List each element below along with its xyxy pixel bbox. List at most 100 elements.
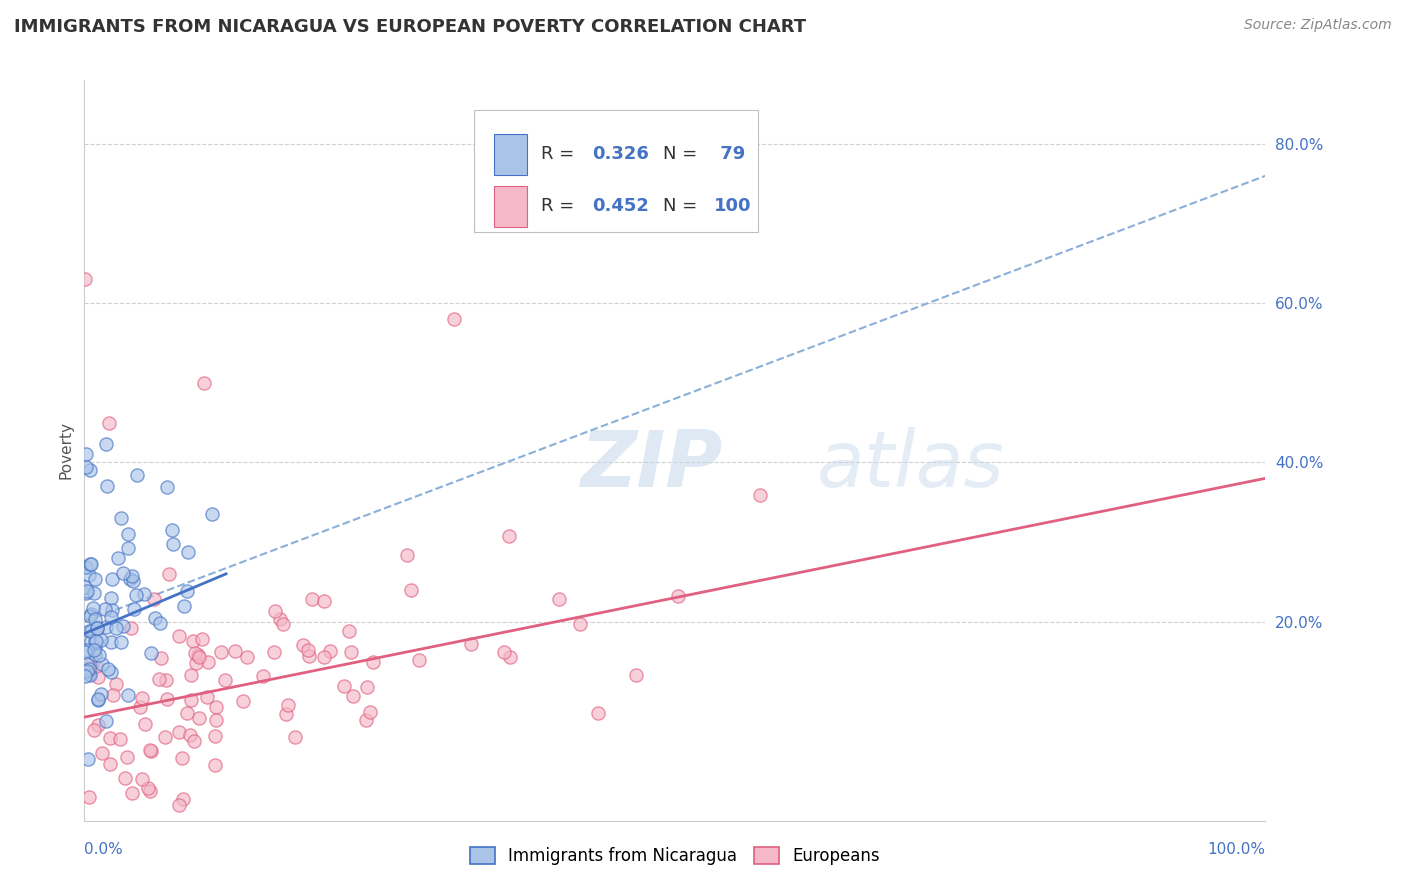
Point xyxy=(80,634,103,648)
Point xyxy=(605,217,627,231)
Point xyxy=(204,729,226,743)
Point xyxy=(94,437,117,451)
Point xyxy=(122,574,145,588)
Point xyxy=(117,526,139,541)
Point xyxy=(359,705,381,719)
Point xyxy=(84,612,107,626)
Point xyxy=(132,587,155,601)
Point xyxy=(110,510,132,524)
Point xyxy=(75,460,97,475)
Point xyxy=(209,645,232,659)
Text: 100.0%: 100.0% xyxy=(1208,842,1265,857)
Point xyxy=(83,648,105,662)
Point xyxy=(136,780,159,795)
Point xyxy=(98,416,121,430)
FancyBboxPatch shape xyxy=(494,186,527,227)
Point xyxy=(498,528,520,542)
Point xyxy=(314,594,336,608)
Point xyxy=(201,507,224,521)
Point xyxy=(408,653,430,667)
Text: 100: 100 xyxy=(714,197,751,215)
Point xyxy=(157,567,180,582)
Point xyxy=(79,668,101,682)
Point xyxy=(117,688,139,702)
Point xyxy=(84,634,107,648)
Point xyxy=(139,743,162,757)
Point xyxy=(97,662,120,676)
Point xyxy=(131,691,153,706)
Text: Source: ZipAtlas.com: Source: ZipAtlas.com xyxy=(1244,18,1392,32)
Point xyxy=(86,622,108,636)
Point xyxy=(83,573,105,587)
Point xyxy=(100,591,122,606)
Point xyxy=(284,730,307,744)
Point xyxy=(332,680,354,694)
Point xyxy=(73,668,96,682)
Point xyxy=(77,662,100,676)
Point xyxy=(77,752,100,766)
Point xyxy=(197,655,219,669)
Point xyxy=(76,643,98,657)
Point xyxy=(101,572,124,586)
Point xyxy=(361,655,384,669)
Point xyxy=(179,728,201,742)
Point xyxy=(79,463,101,477)
Point xyxy=(75,645,97,659)
Point xyxy=(108,732,131,747)
Point xyxy=(83,723,105,738)
Point xyxy=(112,618,135,632)
Point xyxy=(73,580,96,594)
Point xyxy=(204,699,226,714)
Point xyxy=(337,624,360,639)
Point xyxy=(492,645,515,659)
Point xyxy=(100,635,122,649)
Point xyxy=(180,692,202,706)
Point xyxy=(76,657,98,671)
Point xyxy=(79,609,101,624)
Point xyxy=(77,789,100,804)
Point xyxy=(139,744,162,758)
Point xyxy=(252,669,274,683)
Point xyxy=(274,706,297,721)
Point xyxy=(162,536,184,550)
FancyBboxPatch shape xyxy=(474,110,758,232)
Point xyxy=(87,692,110,706)
Point xyxy=(80,607,103,622)
Point xyxy=(269,612,291,626)
Point xyxy=(80,624,103,638)
Point xyxy=(125,588,148,602)
Point xyxy=(395,548,418,562)
Point xyxy=(319,644,342,658)
Point xyxy=(76,664,98,678)
FancyBboxPatch shape xyxy=(494,134,527,175)
Point xyxy=(181,634,204,648)
Point xyxy=(84,641,107,656)
Point xyxy=(214,673,236,687)
Point xyxy=(100,756,122,771)
Point xyxy=(263,644,285,658)
Point xyxy=(105,677,128,691)
Text: N =: N = xyxy=(664,145,703,163)
Text: atlas: atlas xyxy=(817,427,1004,503)
Text: ZIP: ZIP xyxy=(581,427,723,503)
Point xyxy=(121,569,143,583)
Point xyxy=(149,615,172,630)
Point xyxy=(142,592,165,607)
Point xyxy=(443,312,465,326)
Point xyxy=(172,792,194,806)
Point xyxy=(155,673,177,688)
Point xyxy=(90,633,112,648)
Text: 79: 79 xyxy=(714,145,745,163)
Point xyxy=(356,680,378,694)
Point xyxy=(98,731,121,745)
Point xyxy=(84,634,107,648)
Point xyxy=(122,602,145,616)
Point xyxy=(87,648,110,662)
Point xyxy=(224,644,246,658)
Point xyxy=(173,599,195,614)
Point xyxy=(96,479,118,493)
Point xyxy=(101,602,124,616)
Point xyxy=(148,672,170,686)
Point xyxy=(184,656,207,670)
Text: N =: N = xyxy=(664,197,703,215)
